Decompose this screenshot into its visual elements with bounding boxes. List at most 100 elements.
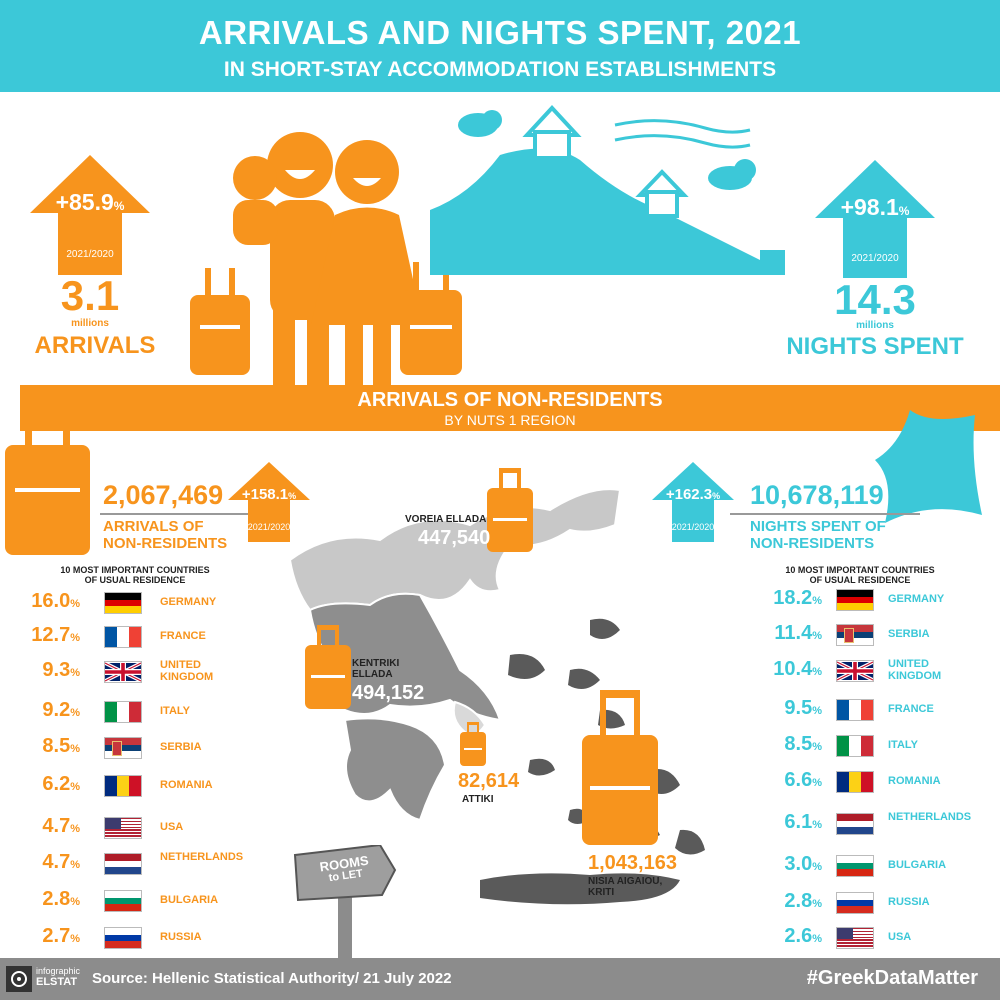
- nonres-nights-change-arrow: +162.3% 2021/2020: [652, 462, 734, 542]
- country-pct: 12.7%: [31, 624, 80, 646]
- up-arrow-icon: [228, 462, 310, 542]
- country-name: NETHERLANDS: [160, 851, 244, 863]
- bulgaria-flag-icon: [836, 855, 874, 877]
- country-pct: 10.4%: [773, 658, 822, 680]
- section-subtitle: BY NUTS 1 REGION: [444, 412, 576, 428]
- nonres-arrivals-change-arrow: +158.1% 2021/2020: [228, 462, 310, 542]
- nonres-nights-list-title-1: 10 MOST IMPORTANT COUNTRIES: [785, 565, 935, 575]
- nonres-arrivals-label-1: ARRIVALS OF: [103, 518, 204, 535]
- nights-change-arrow: +98.1% 2021/2020: [815, 160, 935, 278]
- region-voreia-value: 447,540: [418, 527, 491, 549]
- romania-flag-icon: [836, 771, 874, 793]
- country-name: GERMANY: [160, 596, 217, 608]
- divider: [730, 513, 920, 515]
- page-subtitle: IN SHORT-STAY ACCOMMODATION ESTABLISHMEN…: [223, 58, 777, 81]
- serbia-flag-icon: [104, 737, 142, 759]
- signpost-illustration: [293, 845, 397, 960]
- tourist-family-illustration: [190, 132, 462, 385]
- region-attiki-value: 82,614: [458, 770, 520, 792]
- up-arrow-icon: [30, 155, 150, 275]
- country-name: UNITED KINGDOM: [160, 659, 214, 683]
- arrivals-change-value: +85.9: [55, 189, 114, 215]
- germany-flag-icon: [836, 589, 874, 611]
- nonres-arrivals-list-title-1: 10 MOST IMPORTANT COUNTRIES: [60, 565, 210, 575]
- country-name: RUSSIA: [888, 896, 930, 908]
- nonres-arrivals-list-title-2: OF USUAL RESIDENCE: [84, 575, 186, 585]
- region-kentriki-name-1: KENTRIKI: [352, 658, 400, 669]
- country-name: ROMANIA: [160, 779, 213, 791]
- uk-flag-icon: [836, 660, 874, 682]
- romania-flag-icon: [104, 775, 142, 797]
- nights-unit: millions: [856, 320, 894, 331]
- elstat-logo-icon: [6, 966, 32, 992]
- suitcase-icon: [487, 468, 533, 552]
- region-voreia-name: VOREIA ELLADA: [405, 514, 487, 525]
- country-name: USA: [888, 931, 912, 943]
- arrivals-change-arrow: +85.9% 2021/2020: [30, 155, 150, 275]
- country-pct: 2.8%: [42, 888, 80, 910]
- arrivals-unit: millions: [71, 318, 109, 329]
- nights-label: NIGHTS SPENT: [786, 333, 964, 360]
- country-pct: 6.6%: [784, 769, 822, 791]
- greece-map: [288, 488, 705, 905]
- suitcase-icon: [5, 390, 90, 555]
- nonres-nights-change-value: +162.3: [665, 486, 713, 503]
- country-name: ROMANIA: [888, 775, 941, 787]
- country-pct: 9.3%: [42, 659, 80, 681]
- country-name: FRANCE: [888, 703, 934, 715]
- suitcase-icon: [460, 722, 486, 766]
- italy-flag-icon: [836, 735, 874, 757]
- nonres-arrivals-value: 2,067,469: [103, 480, 224, 510]
- nonres-nights-period: 2021/2020: [671, 522, 715, 532]
- up-arrow-icon: [815, 160, 935, 278]
- section-banner: ARRIVALS OF NON-RESIDENTS BY NUTS 1 REGI…: [20, 385, 1000, 431]
- russia-flag-icon: [104, 927, 142, 949]
- footer-logo-line1: infographic: [36, 966, 81, 976]
- nonres-arrivals-change-value: +158.1: [241, 486, 289, 503]
- region-nisia-value: 1,043,163: [588, 852, 677, 874]
- usa-flag-icon: [104, 817, 142, 839]
- country-name: RUSSIA: [160, 931, 202, 943]
- footer-hashtag: #GreekDataMatter: [806, 967, 978, 989]
- header-banner: ARRIVALS AND NIGHTS SPENT, 2021 IN SHORT…: [0, 0, 1000, 92]
- divider: [100, 513, 290, 515]
- country-pct: 9.5%: [784, 697, 822, 719]
- country-pct: 8.5%: [42, 735, 80, 757]
- footer-logo-line2: ELSTAT: [36, 976, 78, 988]
- bulgaria-flag-icon: [104, 890, 142, 912]
- nights-change-value: +98.1: [840, 194, 899, 220]
- country-pct: 6.1%: [784, 811, 822, 833]
- footer: infographic ELSTAT Source: Hellenic Stat…: [0, 958, 1000, 1000]
- country-name: SERBIA: [888, 628, 930, 640]
- nonres-nights-value: 10,678,119: [750, 480, 884, 510]
- country-name: UNITED KINGDOM: [888, 658, 942, 682]
- nonres-arrivals-label-2: NON-RESIDENTS: [103, 535, 228, 552]
- pillow-icon: [875, 410, 982, 523]
- country-pct: 11.4%: [774, 622, 822, 644]
- usa-flag-icon: [836, 927, 874, 949]
- country-pct: 16.0%: [31, 590, 80, 612]
- region-kentriki-name-2: ELLADA: [352, 669, 393, 680]
- country-pct: 3.0%: [784, 853, 822, 875]
- suitcase-icon: [305, 625, 351, 709]
- region-attiki-name: ATTIKI: [462, 794, 494, 805]
- nonres-arrivals-period: 2021/2020: [247, 522, 291, 532]
- germany-flag-icon: [104, 592, 142, 614]
- country-pct: 2.8%: [784, 890, 822, 912]
- region-kentriki-value: 494,152: [352, 682, 425, 704]
- country-name: USA: [160, 821, 184, 833]
- country-name: BULGARIA: [160, 894, 219, 906]
- netherlands-flag-icon: [836, 813, 874, 835]
- region-nisia-name-1: NISIA AIGAIOU,: [588, 876, 663, 887]
- footer-source: Source: Hellenic Statistical Authority/ …: [92, 970, 452, 987]
- russia-flag-icon: [836, 892, 874, 914]
- nonres-nights-label-2: NON-RESIDENTS: [750, 535, 875, 552]
- arrivals-period: 2021/2020: [66, 249, 114, 260]
- country-pct: 18.2%: [773, 587, 822, 609]
- country-pct: 9.2%: [42, 699, 80, 721]
- up-arrow-icon: [652, 462, 734, 542]
- arrivals-label: ARRIVALS: [34, 332, 156, 359]
- country-pct: 2.7%: [42, 925, 80, 947]
- page-title: ARRIVALS AND NIGHTS SPENT, 2021: [198, 14, 802, 51]
- country-name: GERMANY: [888, 593, 945, 605]
